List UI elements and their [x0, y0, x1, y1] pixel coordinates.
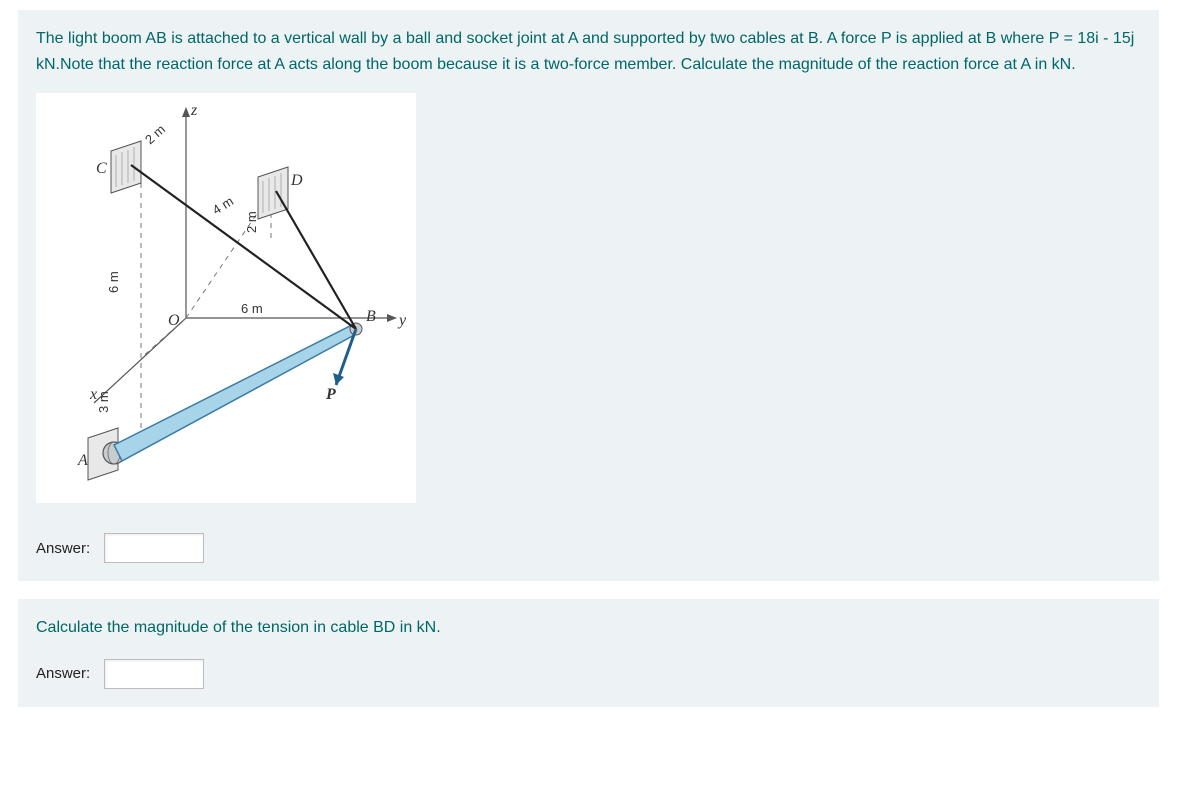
origin-label: O	[168, 312, 180, 329]
wall-plate-d	[258, 167, 288, 219]
dim-6m-horiz: 6 m	[241, 301, 263, 316]
dim-6m-vert: 6 m	[106, 272, 121, 294]
figure-container: z y x O 2 m 4 m 2 m	[36, 93, 416, 503]
dim-4m-d: 4 m	[210, 194, 236, 218]
answer-input-1[interactable]	[104, 533, 204, 563]
boom-ab	[114, 325, 358, 461]
answer-label-2: Answer:	[36, 665, 90, 682]
question-prompt-2: Calculate the magnitude of the tension i…	[36, 615, 1141, 641]
answer-row-1: Answer:	[36, 533, 1141, 563]
question-panel-2: Calculate the magnitude of the tension i…	[18, 599, 1159, 707]
dim-2m-c: 2 m	[142, 122, 168, 148]
cable-bd	[276, 191, 356, 329]
axis-z-label: z	[190, 102, 198, 119]
point-c-label: C	[96, 160, 107, 177]
point-d-label: D	[290, 172, 303, 189]
dim-3m-vert: 3 m	[96, 392, 111, 414]
answer-row-2: Answer:	[36, 659, 1141, 689]
figure-svg: z y x O 2 m 4 m 2 m	[36, 93, 416, 503]
answer-label-1: Answer:	[36, 540, 90, 557]
wall-plate-c	[111, 141, 141, 193]
answer-input-2[interactable]	[104, 659, 204, 689]
force-p-label: P	[325, 386, 336, 403]
question-panel-1: The light boom AB is attached to a verti…	[18, 10, 1159, 581]
point-b-label: B	[366, 308, 376, 325]
question-prompt-1: The light boom AB is attached to a verti…	[36, 26, 1141, 77]
dim-2m-d: 2 m	[244, 212, 259, 234]
axis-y-label: y	[397, 312, 407, 329]
point-a-label: A	[77, 452, 88, 469]
